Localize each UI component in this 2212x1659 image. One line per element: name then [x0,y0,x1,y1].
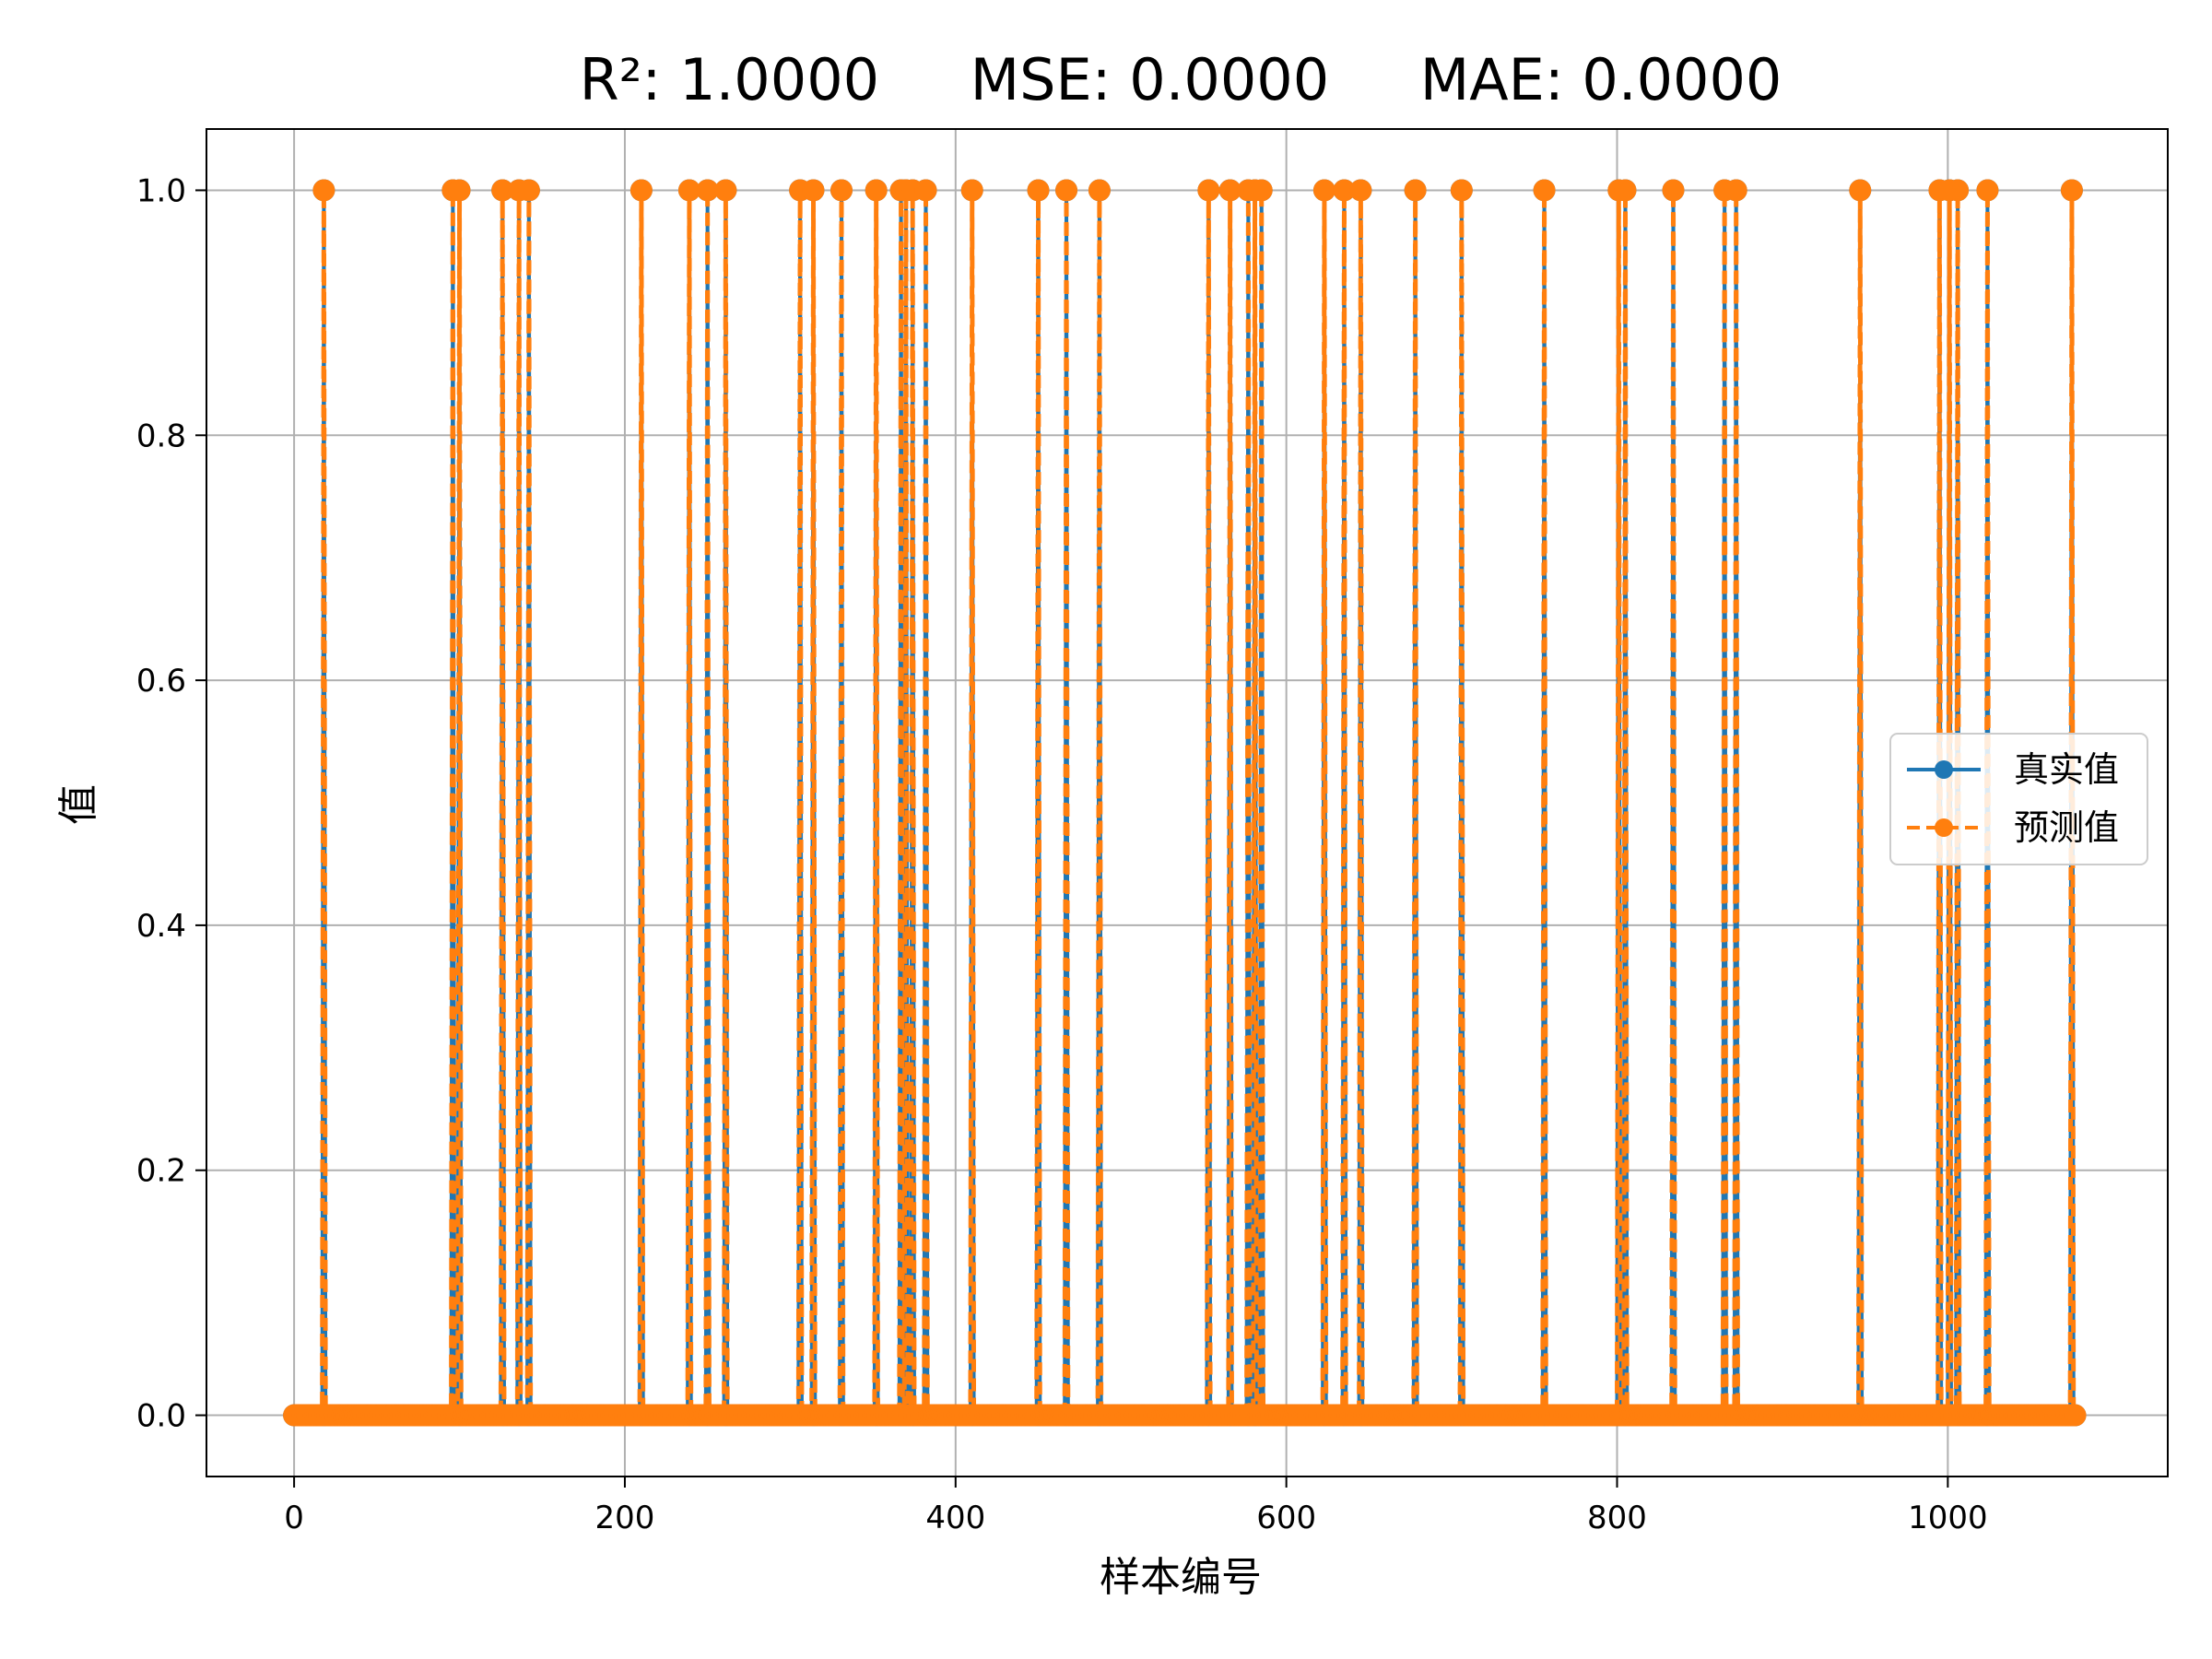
chart-title: R²: 1.0000 MSE: 0.0000 MAE: 0.0000 [580,46,1783,113]
data-point [802,179,825,202]
series-layer [283,179,2087,1427]
data-point [517,179,540,202]
data-point [1662,179,1685,202]
data-point [1349,179,1372,202]
data-point [830,179,853,202]
data-point [865,179,888,202]
x-axis-label: 样本编号 [1100,1554,1262,1601]
data-point [312,179,335,202]
legend-label-true: 真实值 [2014,749,2119,790]
y-tick-label: 1.0 [136,172,186,209]
data-point [1724,179,1747,202]
data-point [677,179,700,202]
data-point [2060,179,2083,202]
data-point [1250,179,1273,202]
data-point [1533,179,1556,202]
y-tick-label: 0.2 [136,1153,186,1190]
data-point [1614,179,1637,202]
y-tick-label: 0.6 [136,663,186,700]
plot-area-frame [206,128,2169,1477]
x-tick-label: 800 [1587,1500,1647,1536]
gridlines [206,129,2168,1477]
x-tick-label: 0 [284,1500,304,1536]
data-point [1197,179,1220,202]
data-point [629,179,653,202]
data-point [696,179,719,202]
data-point [1947,179,1970,202]
data-point [491,179,514,202]
x-tick-label: 600 [1256,1500,1316,1536]
data-point [1849,179,1872,202]
legend: 真实值 预测值 [1889,733,2148,865]
data-point [1218,179,1241,202]
series-predicted [283,179,2087,1427]
data-point [960,179,983,202]
data-point [1450,179,1473,202]
data-point [2064,1404,2087,1427]
data-point [1312,179,1335,202]
legend-pred-marker [1935,818,1953,837]
legend-box [1889,733,2148,865]
data-point [1055,179,1078,202]
y-tick-label: 0.4 [136,908,186,945]
axis-ticks: 0 200 400 600 800 1000 0.0 0.2 0.4 0.6 0.8 1.0 [136,172,1988,1536]
x-tick-label: 1000 [1908,1500,1988,1536]
data-point [714,179,737,202]
data-point [1976,179,1999,202]
legend-label-predicted: 预测值 [2014,807,2119,848]
data-point [1404,179,1427,202]
data-point [1027,179,1050,202]
legend-true-marker [1935,760,1953,779]
data-point [448,179,471,202]
x-tick-label: 400 [925,1500,985,1536]
y-tick-label: 0.8 [136,418,186,454]
y-tick-label: 0.0 [136,1398,186,1435]
data-point [914,179,937,202]
data-point [1333,179,1356,202]
x-tick-label: 200 [594,1500,654,1536]
y-axis-label: 值 [55,784,102,825]
data-point [1088,179,1111,202]
